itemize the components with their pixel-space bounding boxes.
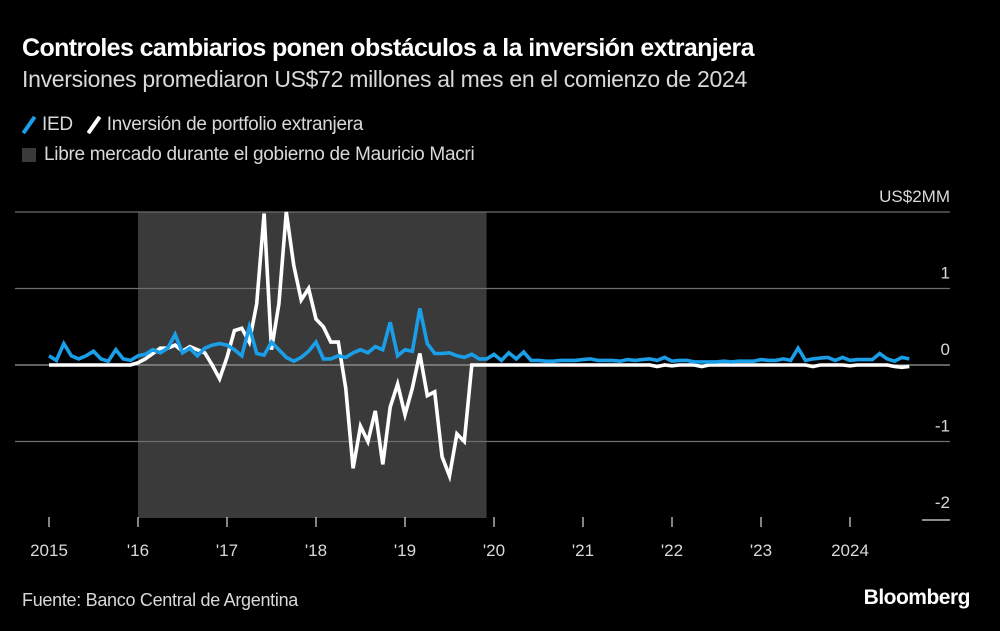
y-tick-label: -2 (935, 493, 950, 512)
chart-title: Controles cambiarios ponen obstáculos a … (22, 34, 754, 62)
series-line-portfolio (49, 211, 910, 483)
x-tick-label: '19 (394, 541, 416, 560)
legend-label-portfolio: Inversión de portfolio extranjera (106, 114, 364, 135)
legend-series-row: IED Inversión de portfolio extranjera (22, 114, 377, 136)
bloomberg-logo: Bloomberg (863, 586, 971, 609)
y-tick-label: -1 (935, 417, 950, 436)
legend-label-shade: Libre mercado durante el gobierno de Mau… (44, 144, 475, 165)
legend-swatch-shade-icon (22, 148, 36, 162)
y-tick-label: 0 (941, 340, 950, 359)
x-tick-label: '20 (483, 541, 505, 560)
source-note: Fuente: Banco Central de Argentina (22, 590, 298, 610)
x-tick-label: 2015 (30, 541, 68, 560)
chart-subtitle: Inversiones promediaron US$72 millones a… (22, 66, 747, 92)
x-tick-label: 2024 (831, 541, 869, 560)
y-tick-label: 1 (941, 264, 950, 283)
series-line-ied (48, 308, 910, 364)
legend-item-portfolio: Inversión de portfolio extranjera (87, 114, 364, 136)
x-tick-label: '21 (572, 541, 594, 560)
legend-shade-row: Libre mercado durante el gobierno de Mau… (22, 144, 475, 166)
x-tick-label: '16 (127, 541, 149, 560)
legend-label-ied: IED (42, 114, 73, 135)
y-tick-label: US$2MM (879, 187, 950, 206)
legend-item-ied: IED (22, 114, 73, 136)
x-tick-label: '18 (305, 541, 327, 560)
x-tick-label: '23 (750, 541, 772, 560)
x-tick-label: '22 (661, 541, 683, 560)
x-tick-label: '17 (216, 541, 238, 560)
